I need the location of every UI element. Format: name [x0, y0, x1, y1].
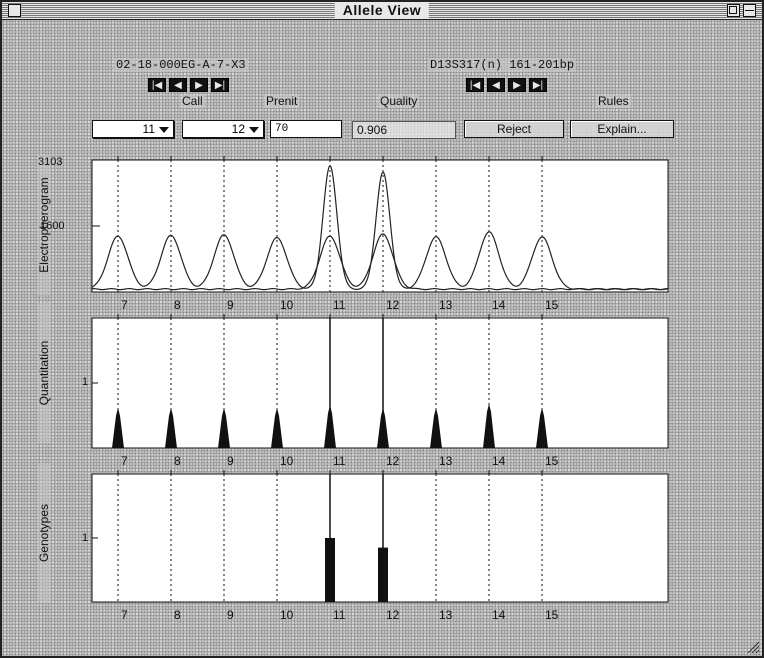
genotypes-xtick-label: 9 — [227, 608, 234, 622]
resize-grip-icon[interactable] — [746, 640, 760, 654]
quantitation-xtick-label: 11 — [333, 454, 346, 468]
quantitation-panel: 7 8 9 10 11 12 13 14 15 — [92, 314, 668, 468]
genotypes-xtick-label: 7 — [121, 608, 128, 622]
quantitation-xtick-label: 12 — [386, 454, 400, 468]
electropherogram-xtick-label: 14 — [492, 298, 506, 312]
genotypes-xtick-label: 13 — [439, 608, 453, 622]
quantitation-xtick-label: 10 — [280, 454, 294, 468]
quantitation-xtick-label: 8 — [174, 454, 181, 468]
genotypes-xtick-label: 14 — [492, 608, 506, 622]
electropherogram-xtick-label: 11 — [333, 298, 346, 312]
electropherogram-xtick-label: 10 — [280, 298, 294, 312]
quantitation-xtick-label: 15 — [545, 454, 559, 468]
genotypes-xtick-label: 15 — [545, 608, 559, 622]
quantitation-xtick-label: 7 — [121, 454, 128, 468]
genotypes-xtick-label: 10 — [280, 608, 294, 622]
genotypes-panel: 7 8 9 10 11 12 13 14 15 — [92, 470, 668, 622]
electropherogram-panel: 7 8 9 10 11 12 13 14 15 — [92, 156, 668, 312]
genotypes-xtick-label: 8 — [174, 608, 181, 622]
electropherogram-xtick-label: 15 — [545, 298, 559, 312]
quantitation-xtick-label: 9 — [227, 454, 234, 468]
genotypes-xtick-label: 12 — [386, 608, 400, 622]
electropherogram-xtick-label: 8 — [174, 298, 181, 312]
electropherogram-xtick-label: 7 — [121, 298, 128, 312]
electropherogram-xtick-label: 13 — [439, 298, 453, 312]
quantitation-xtick-label: 14 — [492, 454, 506, 468]
electropherogram-xtick-label: 12 — [386, 298, 400, 312]
electropherogram-xtick-label: 9 — [227, 298, 234, 312]
genotypes-xtick-label: 11 — [333, 608, 346, 622]
quantitation-xtick-label: 13 — [439, 454, 453, 468]
